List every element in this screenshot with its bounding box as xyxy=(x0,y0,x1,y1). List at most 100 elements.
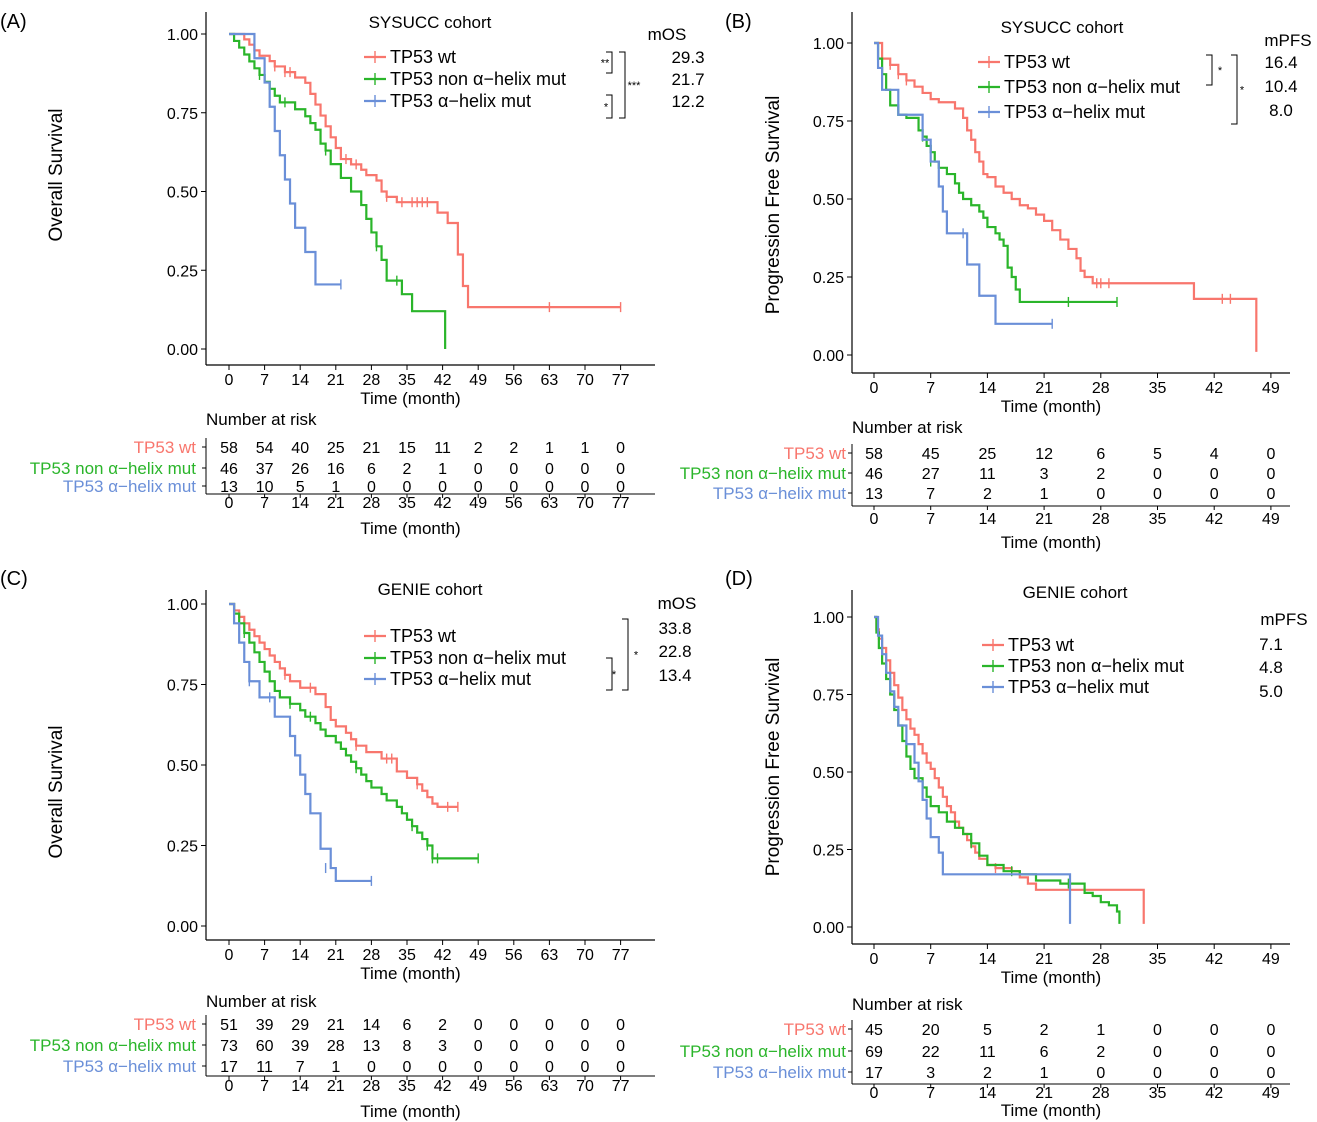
risk-x-tick-label: 14 xyxy=(979,511,997,528)
risk-x-tick-label: 21 xyxy=(327,1078,345,1095)
pvalue-stars: *** xyxy=(628,80,642,92)
risk-x-tick-label: 14 xyxy=(979,1085,997,1102)
x-tick-label: 42 xyxy=(1205,951,1223,968)
risk-count: 6 xyxy=(403,1017,412,1034)
pvalue-bracket xyxy=(606,657,613,691)
panel-c: (C) GENIE cohort Overall Survival 0.00 0.25 0… xyxy=(0,568,696,1121)
risk-count: 0 xyxy=(474,1017,483,1034)
legend-label: TP53 α−helix mut xyxy=(1008,677,1149,697)
risk-count: 0 xyxy=(545,1038,554,1055)
risk-count: 37 xyxy=(256,461,274,478)
risk-count: 73 xyxy=(220,1038,238,1055)
risk-row-label: TP53 wt xyxy=(784,444,847,463)
risk-x-tick-label: 0 xyxy=(225,1078,234,1095)
y-tick-label: 0.25 xyxy=(167,263,198,280)
median-value: 4.8 xyxy=(1259,658,1283,677)
median-value: 5.0 xyxy=(1259,682,1283,701)
risk-count: 0 xyxy=(616,1017,625,1034)
risk-x-tick-label: 0 xyxy=(225,495,234,512)
risk-count: 25 xyxy=(979,446,997,463)
pvalue-bracket xyxy=(606,94,613,119)
y-tick-label: 0.25 xyxy=(167,839,198,856)
risk-count: 0 xyxy=(616,440,625,457)
risk-count: 1 xyxy=(545,440,554,457)
risk-count: 40 xyxy=(291,440,309,457)
y-axis-title: Progression Free Survival xyxy=(763,96,784,315)
legend-label: TP53 wt xyxy=(390,47,456,67)
risk-count: 0 xyxy=(1153,486,1162,503)
km-curve-0 xyxy=(229,32,621,309)
risk-count: 8 xyxy=(403,1038,412,1055)
risk-count: 10 xyxy=(256,479,274,496)
risk-x-tick-label: 21 xyxy=(1035,1085,1053,1102)
panel-label: (C) xyxy=(0,568,28,590)
risk-x-tick-label: 7 xyxy=(926,511,935,528)
risk-count: 0 xyxy=(474,1038,483,1055)
x-axis-title: Time (month) xyxy=(360,389,460,408)
risk-count: 14 xyxy=(363,1017,381,1034)
x-tick-label: 63 xyxy=(541,372,559,389)
risk-count: 13 xyxy=(865,486,883,503)
x-tick-label: 56 xyxy=(505,947,523,964)
risk-count: 0 xyxy=(1266,1044,1275,1061)
risk-count: 0 xyxy=(1266,1022,1275,1039)
risk-count: 0 xyxy=(367,479,376,496)
risk-count: 0 xyxy=(1153,1044,1162,1061)
y-tick-label: 0.00 xyxy=(167,919,198,936)
risk-count: 21 xyxy=(363,440,381,457)
median-value: 16.4 xyxy=(1264,53,1297,72)
risk-count: 1 xyxy=(1040,1065,1049,1082)
risk-count: 0 xyxy=(1096,1065,1105,1082)
y-tick-label: 0.00 xyxy=(813,348,844,365)
y-tick-label: 0.50 xyxy=(813,765,844,782)
risk-x-axis-title: Time (month) xyxy=(360,1102,460,1121)
risk-table-title: Number at risk xyxy=(206,410,317,429)
risk-x-tick-label: 70 xyxy=(576,1078,594,1095)
km-curve-1 xyxy=(874,615,1121,924)
median-header: mPFS xyxy=(1260,610,1307,629)
x-tick-label: 35 xyxy=(1149,380,1167,397)
chart-title: GENIE cohort xyxy=(378,580,483,599)
risk-x-tick-label: 14 xyxy=(291,1078,309,1095)
risk-count: 46 xyxy=(865,466,883,483)
legend-label: TP53 non α−helix mut xyxy=(1004,77,1180,97)
risk-count: 0 xyxy=(581,1038,590,1055)
risk-count: 0 xyxy=(367,1059,376,1076)
y-tick-label: 0.25 xyxy=(813,843,844,860)
pvalue-stars: * xyxy=(634,650,639,662)
risk-count: 15 xyxy=(398,440,416,457)
x-tick-label: 70 xyxy=(576,372,594,389)
legend-label: TP53 non α−helix mut xyxy=(390,69,566,89)
risk-count: 1 xyxy=(1096,1022,1105,1039)
x-tick-label: 42 xyxy=(434,947,452,964)
risk-count: 3 xyxy=(926,1065,935,1082)
risk-count: 0 xyxy=(1266,466,1275,483)
x-tick-label: 28 xyxy=(1092,951,1110,968)
x-tick-label: 7 xyxy=(260,372,269,389)
risk-x-tick-label: 77 xyxy=(612,495,630,512)
risk-count: 17 xyxy=(865,1065,883,1082)
x-tick-label: 21 xyxy=(1035,380,1053,397)
panel-a: (A) SYSUCC cohort Overall Survival 0.00 0.25… xyxy=(0,11,705,538)
risk-x-tick-label: 7 xyxy=(260,1078,269,1095)
x-tick-label: 77 xyxy=(612,372,630,389)
legend-label: TP53 non α−helix mut xyxy=(390,648,566,668)
risk-count: 0 xyxy=(509,1038,518,1055)
risk-x-tick-label: 42 xyxy=(434,495,452,512)
risk-count: 0 xyxy=(1210,1022,1219,1039)
pvalue-bracket xyxy=(1231,54,1238,125)
risk-count: 5 xyxy=(983,1022,992,1039)
median-value: 12.2 xyxy=(671,92,704,111)
km-curve-2 xyxy=(874,615,1072,924)
risk-x-tick-label: 63 xyxy=(541,1078,559,1095)
pvalue-stars: ** xyxy=(601,58,610,70)
risk-count: 2 xyxy=(1096,466,1105,483)
risk-count: 0 xyxy=(581,479,590,496)
y-tick-label: 1.00 xyxy=(167,597,198,614)
risk-x-tick-label: 49 xyxy=(1262,511,1280,528)
risk-row-label: TP53 non α−helix mut xyxy=(30,459,197,478)
risk-x-tick-label: 28 xyxy=(1092,1085,1110,1102)
legend-label: TP53 α−helix mut xyxy=(390,91,531,111)
risk-count: 0 xyxy=(509,1059,518,1076)
